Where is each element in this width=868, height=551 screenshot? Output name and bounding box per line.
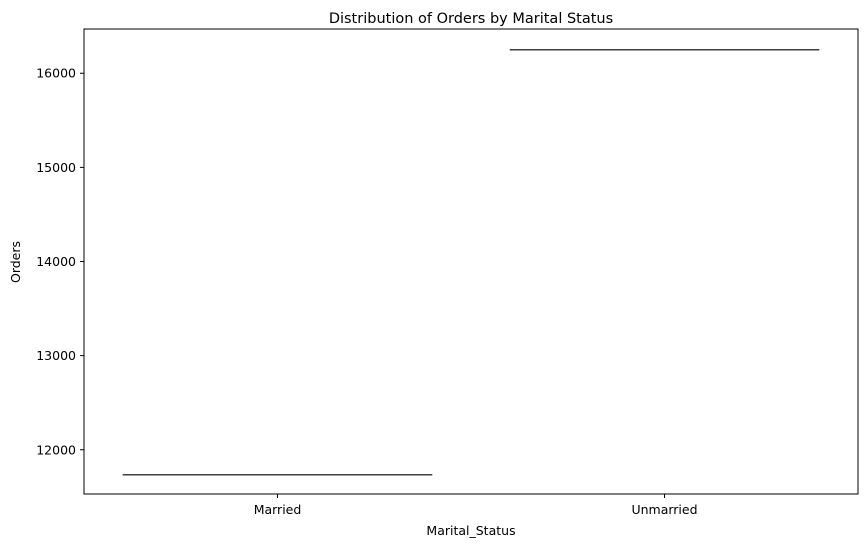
box-marks [122, 48, 820, 476]
x-axis-label: Marital_Status [426, 523, 515, 538]
y-axis: 12000 13000 14000 15000 16000 [36, 66, 84, 457]
x-tick-label: Married [254, 502, 302, 517]
y-axis-label: Orders [8, 241, 23, 283]
y-tick-label: 15000 [36, 160, 76, 175]
chart-title: Distribution of Orders by Marital Status [329, 11, 613, 27]
y-tick-label: 13000 [36, 348, 76, 363]
x-tick-label: Unmarried [631, 502, 697, 517]
y-tick-label: 12000 [36, 442, 76, 457]
plot-area [83, 28, 859, 495]
y-tick-label: 16000 [36, 66, 76, 81]
y-tick-label: 14000 [36, 254, 76, 269]
x-axis: Married Unmarried [254, 494, 698, 517]
